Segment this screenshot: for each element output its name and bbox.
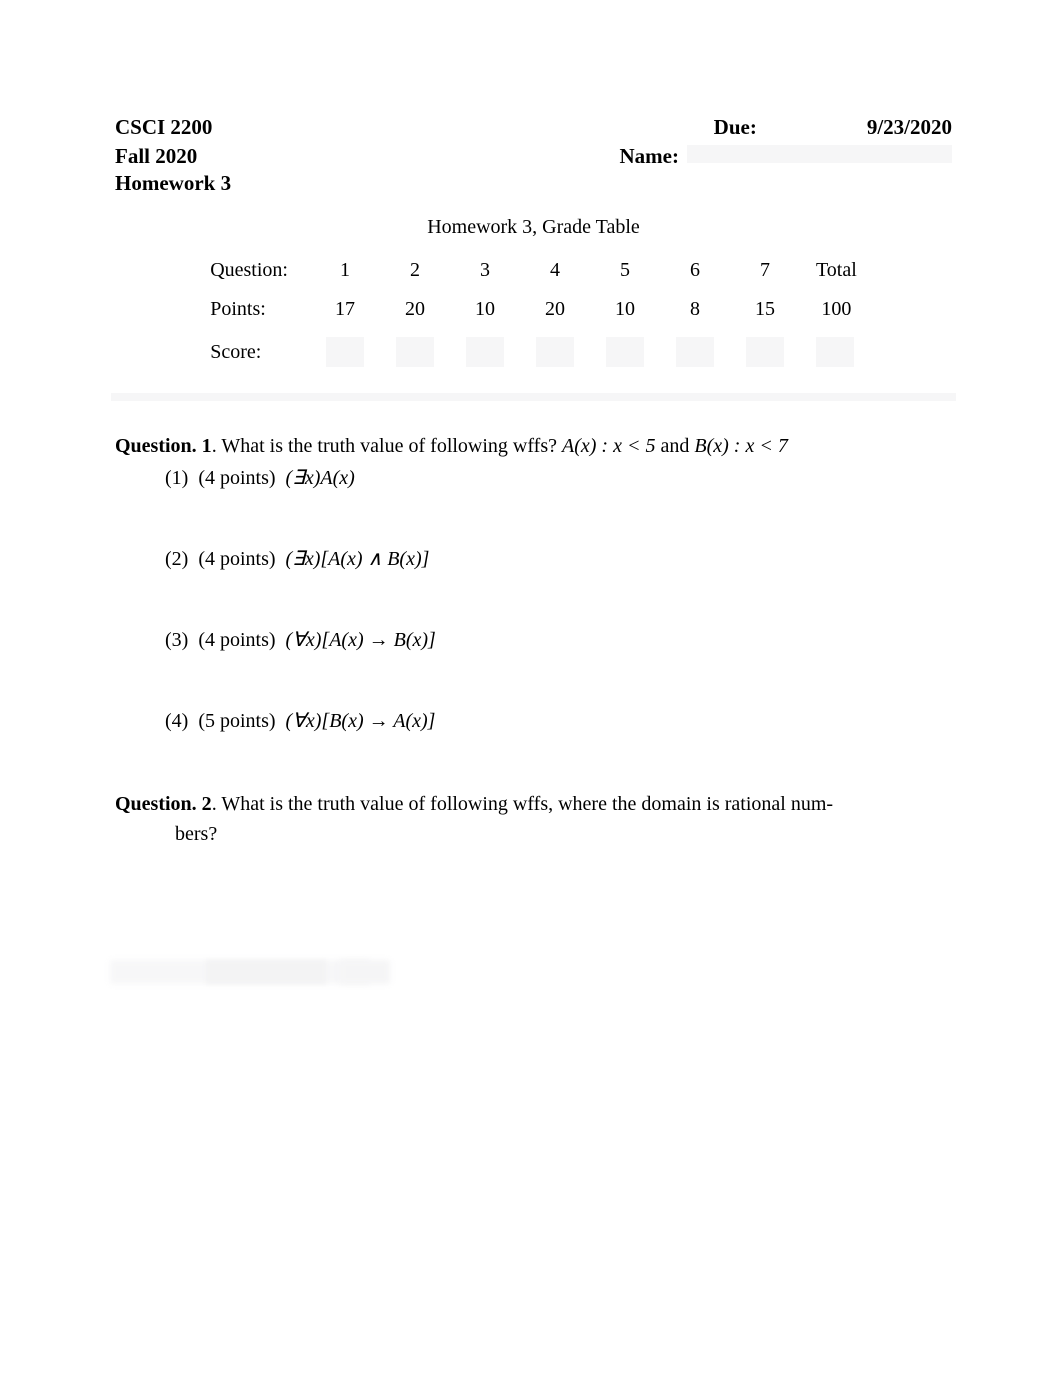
math: : x < 7 [729, 435, 788, 457]
subq-points: (4 points) [198, 548, 275, 570]
question-heading: Question. 2 [115, 793, 212, 815]
math: : x < 5 [596, 435, 655, 457]
question-tail: . What is the truth value of following w… [212, 435, 562, 457]
section-divider [111, 393, 956, 401]
score-cell [450, 329, 520, 375]
subq-num: (3) [165, 629, 188, 651]
points-cell: 100 [800, 290, 873, 329]
due-label: Due: [714, 115, 757, 140]
row-label: Points: [194, 290, 310, 329]
row-label: Score: [194, 329, 310, 375]
subq-points: (4 points) [198, 467, 275, 489]
subq-num: (4) [165, 710, 188, 732]
score-cell [800, 329, 873, 375]
score-cell [730, 329, 800, 375]
points-cell: 20 [520, 290, 590, 329]
course-code: CSCI 2200 [115, 115, 212, 140]
question-text-cont: bers? [175, 819, 952, 849]
grade-table: Question: 1 2 3 4 5 6 7 Total Points: 17… [194, 251, 873, 375]
subq-num: (2) [165, 548, 188, 570]
subquestion: (1) (4 points) (∃x)A(x) [165, 465, 952, 490]
col-header: 3 [450, 251, 520, 290]
question-tail: . What is the truth value of following w… [212, 793, 833, 815]
and-text: and [655, 435, 694, 457]
col-header: 4 [520, 251, 590, 290]
question-text: Question. 2. What is the truth value of … [115, 789, 952, 819]
obscured-content [206, 960, 326, 984]
subq-expr: (∃x)[A(x) ∧ B(x)] [286, 548, 430, 570]
points-cell: 20 [380, 290, 450, 329]
math: B [694, 435, 706, 457]
math: (x) [707, 435, 729, 457]
score-cell [660, 329, 730, 375]
score-cell [590, 329, 660, 375]
col-header: 7 [730, 251, 800, 290]
points-cell: 17 [310, 290, 380, 329]
col-header: Total [800, 251, 873, 290]
col-header: 2 [380, 251, 450, 290]
subq-expr: (∃x)A(x) [286, 467, 355, 489]
subq-num: (1) [165, 467, 188, 489]
points-cell: 10 [590, 290, 660, 329]
name-group: Name: [620, 144, 952, 169]
subquestion: (4) (5 points) (∀x)[B(x) → A(x)] [165, 708, 952, 733]
math: (x) [574, 435, 596, 457]
grade-table-title: Homework 3, Grade Table [115, 216, 952, 239]
obscured-content [340, 960, 390, 984]
question-text: Question. 1. What is the truth value of … [115, 431, 952, 461]
points-cell: 15 [730, 290, 800, 329]
name-field-blank [687, 145, 952, 163]
subquestion: (2) (4 points) (∃x)[A(x) ∧ B(x)] [165, 546, 952, 571]
table-row: Score: [194, 329, 873, 375]
table-row: Question: 1 2 3 4 5 6 7 Total [194, 251, 873, 290]
col-header: 6 [660, 251, 730, 290]
table-row: Points: 17 20 10 20 10 8 15 100 [194, 290, 873, 329]
subquestion: (3) (4 points) (∀x)[A(x) → B(x)] [165, 627, 952, 652]
points-cell: 10 [450, 290, 520, 329]
subq-expr: (∀x)[B(x) → A(x)] [286, 710, 436, 732]
name-label: Name: [620, 144, 679, 169]
due-date: 9/23/2020 [867, 115, 952, 140]
score-cell [520, 329, 590, 375]
due-group: Due: 9/23/2020 [714, 115, 952, 140]
question-heading: Question. 1 [115, 435, 212, 457]
row-label: Question: [194, 251, 310, 290]
question-1: Question. 1. What is the truth value of … [115, 431, 952, 733]
subq-points: (5 points) [198, 710, 275, 732]
question-2: Question. 2. What is the truth value of … [115, 789, 952, 849]
score-cell [310, 329, 380, 375]
subq-points: (4 points) [198, 629, 275, 651]
math: A [562, 435, 574, 457]
col-header: 1 [310, 251, 380, 290]
points-cell: 8 [660, 290, 730, 329]
homework-number: Homework 3 [115, 171, 952, 196]
col-header: 5 [590, 251, 660, 290]
term: Fall 2020 [115, 144, 197, 169]
score-cell [380, 329, 450, 375]
subq-expr: (∀x)[A(x) → B(x)] [286, 629, 436, 651]
